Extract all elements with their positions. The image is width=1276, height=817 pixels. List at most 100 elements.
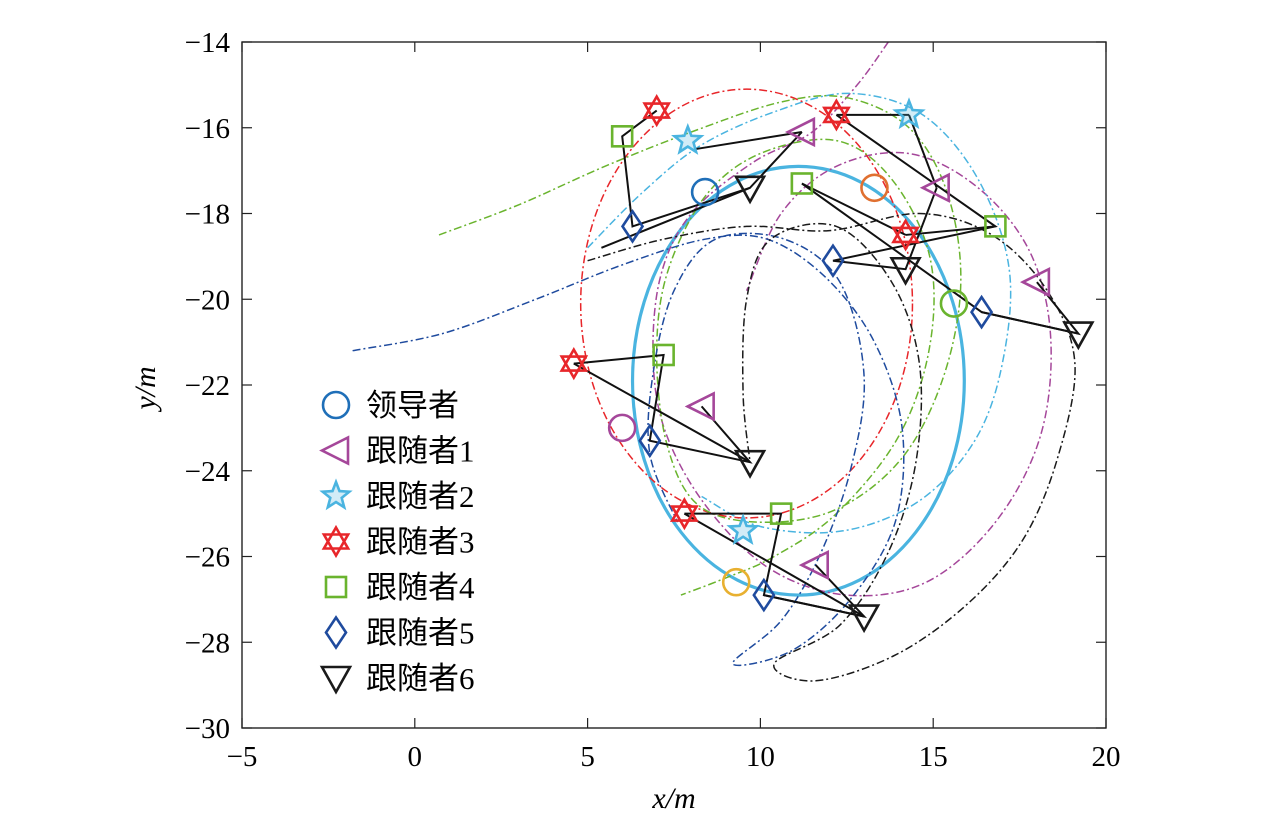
x-tick-label: 5 xyxy=(580,741,595,773)
triangle-left-marker xyxy=(1019,266,1051,298)
square-marker xyxy=(984,215,1007,238)
triangle-down-marker xyxy=(847,604,881,634)
y-axis-label: y/m xyxy=(129,366,162,412)
formation-link xyxy=(573,362,751,464)
circle-marker xyxy=(860,173,889,203)
triangle-left-marker xyxy=(784,116,816,148)
y-tick-label: −24 xyxy=(185,456,231,488)
x-tick-label: −5 xyxy=(227,741,258,773)
x-tick-label: 0 xyxy=(408,741,423,773)
legend-label: 领导者 xyxy=(366,388,459,423)
axis-ticks: −5 0 5 10 15 20 −30 −28 −26 −24 −22 −20 −18 −16 −14 xyxy=(185,27,1121,773)
triangle-left-marker xyxy=(798,549,829,581)
circle-marker xyxy=(721,567,751,597)
star6-part xyxy=(669,505,699,531)
diamond-marker xyxy=(752,577,776,613)
formation-link xyxy=(683,512,865,618)
formation-link xyxy=(832,114,998,271)
star6-part xyxy=(321,524,351,550)
formation-link xyxy=(908,114,938,189)
y-tick-label: −20 xyxy=(185,284,230,316)
star6-marker xyxy=(669,497,699,531)
diamond-marker xyxy=(970,294,994,330)
star6-part xyxy=(891,226,920,252)
trajectory-path xyxy=(438,94,962,596)
star6-marker xyxy=(642,93,672,128)
x-tick-label: 10 xyxy=(746,741,775,773)
y-tick-label: −30 xyxy=(185,713,230,745)
diamond-marker xyxy=(821,243,845,279)
formation-link xyxy=(694,131,803,151)
circle-marker xyxy=(607,413,637,443)
trajectory-path xyxy=(587,212,1076,682)
formation-link xyxy=(905,225,996,236)
triangle-down-marker xyxy=(1062,321,1095,351)
y-tick-label: −28 xyxy=(185,627,230,659)
star6-part xyxy=(891,218,920,244)
circle-marker xyxy=(939,289,969,318)
legend-label: 跟随者1 xyxy=(366,434,475,469)
legend-star5-icon xyxy=(319,478,353,511)
legend-triangle-down-icon xyxy=(319,665,353,695)
star6-part xyxy=(642,102,672,128)
y-tick-label: −18 xyxy=(185,199,230,231)
triangle-left-marker xyxy=(684,391,715,422)
formation-link xyxy=(573,353,753,464)
star6-marker xyxy=(822,98,851,132)
star6-part xyxy=(642,93,672,119)
y-tick-label: −22 xyxy=(185,370,230,402)
legend-star6-icon xyxy=(321,524,351,559)
star5-marker xyxy=(892,97,926,130)
star6-part xyxy=(822,106,851,132)
triangle-left-marker xyxy=(919,172,950,203)
star6-part xyxy=(822,98,851,124)
triangle-down-marker xyxy=(889,256,922,286)
legend-triangle-left-icon xyxy=(319,435,350,466)
formation-links xyxy=(573,109,1081,619)
x-axis-label: x/m xyxy=(651,782,695,815)
star6-part xyxy=(669,497,699,522)
formation-link xyxy=(763,594,865,618)
formation-link xyxy=(601,186,751,249)
y-tick-label: −16 xyxy=(185,113,230,145)
legend-label: 跟随者5 xyxy=(366,616,475,651)
diamond-marker xyxy=(620,209,645,244)
formation-link xyxy=(981,311,1079,335)
x-tick-label: 15 xyxy=(919,741,948,773)
triangle-down-marker xyxy=(733,175,767,205)
y-tick-label: −26 xyxy=(185,542,230,574)
circle-marker xyxy=(690,177,720,207)
square-marker xyxy=(769,502,793,525)
diamond-marker xyxy=(638,423,662,459)
legend-diamond-icon xyxy=(324,615,348,650)
agent-markers xyxy=(559,93,1095,634)
square-marker xyxy=(790,172,814,195)
y-tick-label: −14 xyxy=(185,27,231,59)
star6-marker xyxy=(891,218,920,252)
legend-label: 跟随者3 xyxy=(366,525,475,560)
trajectory-paths xyxy=(352,42,1076,682)
trajectory-path xyxy=(352,232,905,667)
star6-part xyxy=(321,533,351,559)
triangle-down-marker xyxy=(733,449,767,479)
star5-marker xyxy=(671,122,705,155)
star6-marker xyxy=(559,346,589,381)
trajectory-path xyxy=(579,88,914,519)
legend-label: 跟随者4 xyxy=(366,570,475,605)
star5-marker xyxy=(726,513,760,546)
square-marker xyxy=(610,125,634,148)
formation-link xyxy=(621,109,803,228)
star6-part xyxy=(559,346,589,372)
x-tick-label: 20 xyxy=(1092,741,1121,773)
trajectory-path xyxy=(652,42,1052,597)
legend-label: 跟随者2 xyxy=(366,479,475,514)
legend-square-icon xyxy=(324,575,348,599)
trajectory-path xyxy=(630,164,966,597)
square-marker xyxy=(652,343,675,367)
legend-label: 跟随者6 xyxy=(366,661,475,696)
legend-circle-icon xyxy=(321,390,351,420)
star6-part xyxy=(559,355,589,381)
trajectory-path xyxy=(587,92,1012,534)
